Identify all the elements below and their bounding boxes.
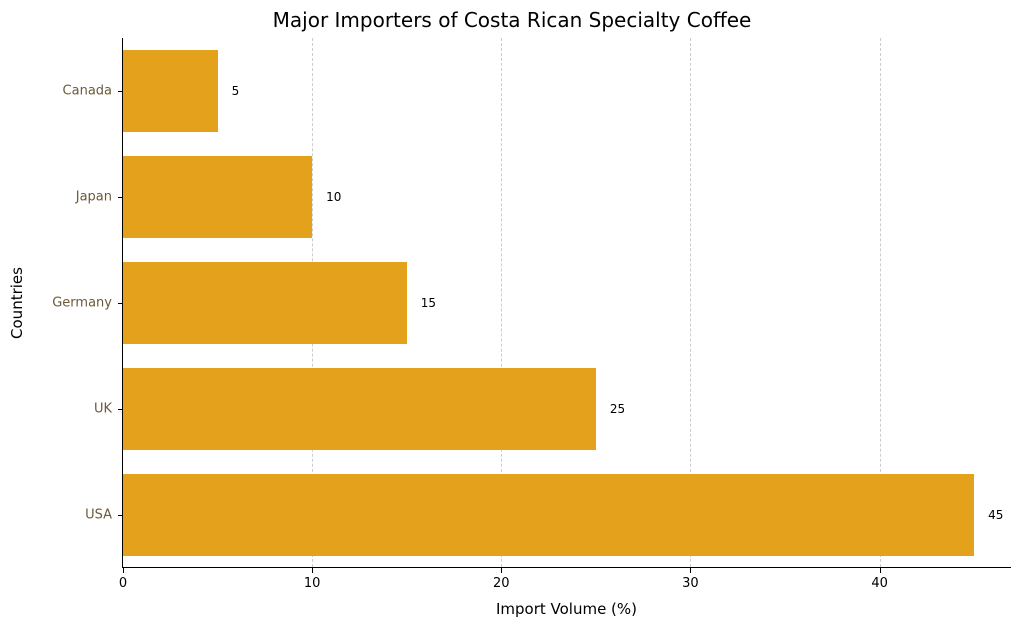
x-tick-label: 20 xyxy=(493,576,510,591)
y-tick-label: Germany xyxy=(52,296,112,311)
x-tick-label: 10 xyxy=(304,576,321,591)
bar-value-label: 5 xyxy=(232,84,240,98)
bar-value-label: 45 xyxy=(988,508,1003,522)
chart-container: Major Importers of Costa Rican Specialty… xyxy=(0,0,1024,627)
x-tick-mark xyxy=(312,568,313,573)
bar xyxy=(123,368,596,451)
x-tick-mark xyxy=(690,568,691,573)
x-tick-label: 30 xyxy=(682,576,699,591)
y-tick-label: Japan xyxy=(76,190,112,205)
x-tick-mark xyxy=(123,568,124,573)
y-tick-label: Canada xyxy=(63,84,112,99)
y-axis-label-wrap: Countries xyxy=(6,38,28,568)
y-tick-mark xyxy=(118,409,123,410)
y-tick-mark xyxy=(118,303,123,304)
y-tick-label: USA xyxy=(85,508,112,523)
bar xyxy=(123,50,218,133)
x-tick-mark xyxy=(501,568,502,573)
bar xyxy=(123,474,974,557)
y-axis-label: Countries xyxy=(8,267,26,339)
bar-value-label: 15 xyxy=(421,296,436,310)
y-tick-mark xyxy=(118,515,123,516)
bar xyxy=(123,262,407,345)
bar xyxy=(123,156,312,239)
x-tick-label: 0 xyxy=(119,576,127,591)
x-tick-mark xyxy=(880,568,881,573)
y-tick-mark xyxy=(118,197,123,198)
y-tick-label: UK xyxy=(94,402,112,417)
x-tick-label: 40 xyxy=(871,576,888,591)
chart-title: Major Importers of Costa Rican Specialty… xyxy=(0,8,1024,32)
x-axis-label: Import Volume (%) xyxy=(122,600,1011,618)
y-tick-mark xyxy=(118,91,123,92)
bar-value-label: 25 xyxy=(610,402,625,416)
bar-value-label: 10 xyxy=(326,190,341,204)
plot-area: 010203040452515105 xyxy=(122,38,1011,568)
